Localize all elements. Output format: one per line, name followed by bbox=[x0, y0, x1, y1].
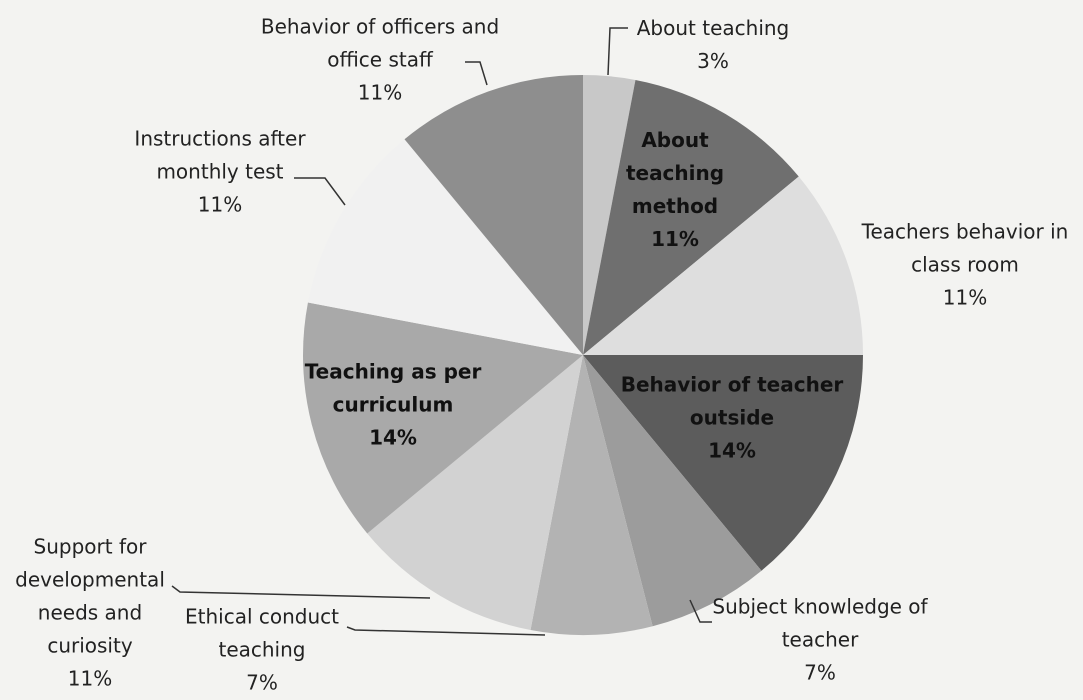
leader-line bbox=[689, 599, 712, 623]
pie-slice bbox=[530, 355, 653, 635]
pie-slice bbox=[307, 139, 583, 355]
leader-line bbox=[465, 61, 488, 86]
value-label: 14% bbox=[369, 425, 417, 450]
category-label: About teaching bbox=[636, 16, 790, 40]
category-label: Support for developmental needs and curi… bbox=[15, 534, 165, 658]
slice-label: About teaching 3% bbox=[613, 12, 813, 78]
category-label: Behavior of teacher outside bbox=[620, 372, 844, 430]
leader-line bbox=[346, 626, 546, 636]
pie-slice bbox=[583, 355, 762, 627]
pie-slice bbox=[367, 355, 583, 631]
leader-line bbox=[607, 27, 628, 76]
value-label: 11% bbox=[651, 227, 699, 251]
category-label: Teaching as per curriculum bbox=[304, 359, 482, 417]
slice-label: Behavior of officers and office staff 11% bbox=[260, 11, 500, 110]
value-label: 11% bbox=[357, 80, 403, 105]
category-label: Behavior of officers and office staff bbox=[260, 14, 500, 72]
value-label: 11% bbox=[942, 285, 988, 310]
value-label: 7% bbox=[246, 670, 278, 695]
pie-slice bbox=[583, 176, 863, 355]
value-label: 11% bbox=[67, 666, 113, 691]
category-label: Teachers behavior in class room bbox=[861, 219, 1069, 277]
value-label: 11% bbox=[197, 192, 243, 217]
leader-line bbox=[171, 585, 431, 599]
category-label: Ethical conduct teaching bbox=[185, 604, 339, 662]
slice-label: Support for developmental needs and curi… bbox=[3, 531, 178, 696]
slice-label: Teachers behavior in class room 11% bbox=[845, 216, 1083, 315]
leader-lines bbox=[171, 27, 712, 636]
value-label: 14% bbox=[708, 438, 756, 463]
pie bbox=[303, 75, 863, 635]
category-label: Instructions after monthly test bbox=[134, 126, 306, 184]
slice-label: Subject knowledge of teacher 7% bbox=[700, 591, 940, 690]
leader-line bbox=[294, 177, 346, 206]
slice-label: Instructions after monthly test 11% bbox=[110, 123, 330, 222]
category-label: Subject knowledge of teacher bbox=[712, 594, 928, 652]
value-label: 7% bbox=[804, 660, 836, 685]
slice-label: Ethical conduct teaching 7% bbox=[167, 601, 357, 700]
pie-slice bbox=[404, 75, 583, 355]
category-label: About teaching method bbox=[625, 128, 725, 218]
slice-label: About teaching method 11% bbox=[615, 124, 735, 256]
value-label: 3% bbox=[697, 49, 729, 73]
pie-slice bbox=[583, 79, 799, 356]
pie-slice bbox=[583, 355, 863, 571]
pie-slice bbox=[583, 75, 636, 355]
pie-slice bbox=[303, 302, 583, 534]
slice-label: Behavior of teacher outside 14% bbox=[607, 369, 857, 468]
slice-label: Teaching as per curriculum 14% bbox=[293, 356, 493, 455]
